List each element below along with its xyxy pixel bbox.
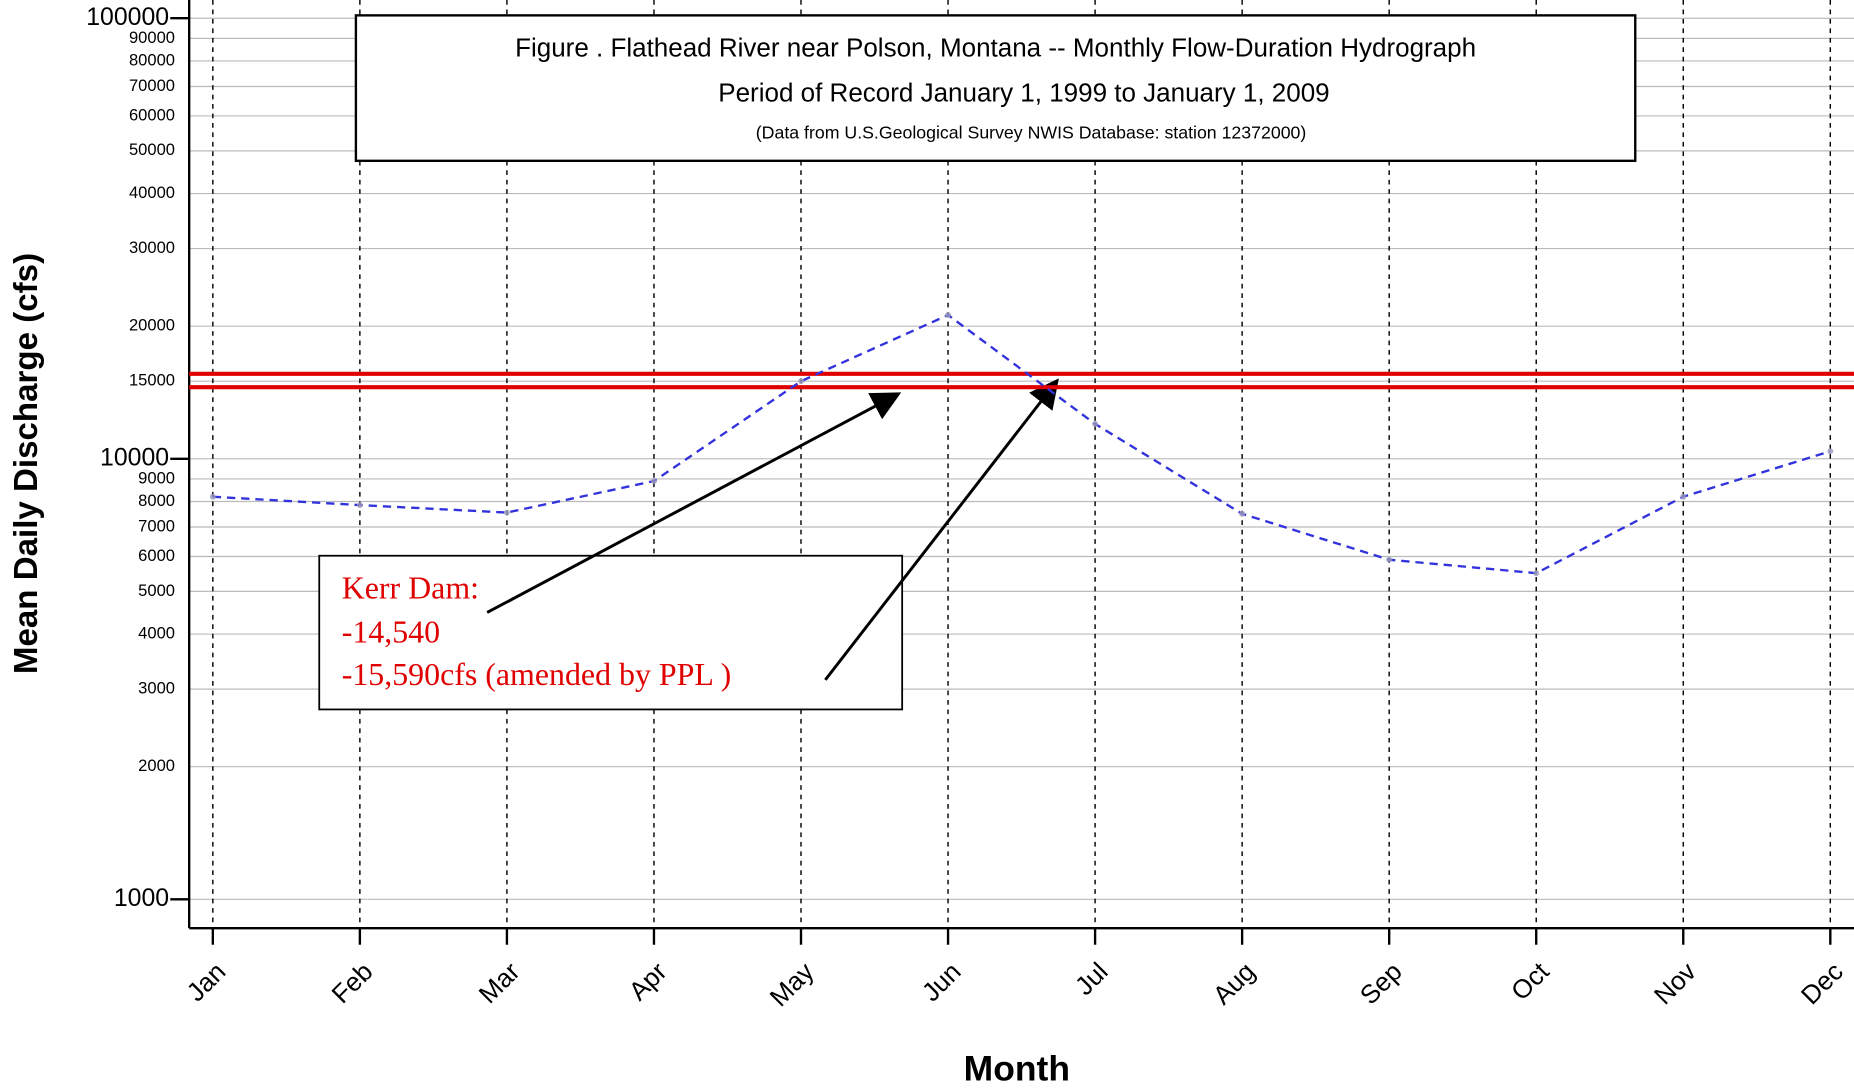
y-tick-label: 40000 [129, 183, 175, 202]
data-point [356, 502, 363, 509]
data-point [945, 312, 952, 318]
y-tick-label: 3000 [138, 679, 175, 698]
annotation-text: -15,590cfs (amended by PPL ) [342, 657, 732, 692]
y-tick-label: 80000 [129, 50, 175, 69]
data-point [1680, 493, 1687, 500]
y-tick-label: 6000 [138, 546, 175, 565]
y-tick-label: 1000 [114, 885, 169, 912]
data-point [503, 509, 510, 516]
annotation-arrow [486, 392, 902, 614]
x-tick-label: Apr [623, 956, 673, 1006]
data-point [1092, 420, 1099, 427]
y-tick-label: 2000 [138, 756, 175, 775]
annotation-arrow [824, 378, 1059, 681]
y-tick-label: 90000 [129, 28, 175, 47]
x-tick-label: Feb [326, 956, 379, 1009]
y-tick-label: 5000 [138, 581, 175, 600]
annotation-text: -14,540 [342, 614, 440, 649]
y-tick-label: 7000 [138, 516, 175, 535]
data-point [209, 493, 216, 500]
title-box [354, 14, 1637, 162]
chart-title: Figure . Flathead River near Polson, Mon… [515, 33, 1476, 63]
data-point [798, 378, 804, 385]
x-tick-label: Jun [916, 956, 967, 1007]
annotation-box [318, 554, 904, 711]
data-point [1533, 570, 1540, 577]
x-axis-label: Month [964, 1049, 1070, 1089]
source-note: (Data from U.S.Geological Survey NWIS Da… [756, 122, 1307, 142]
y-axis-label: Mean Daily Discharge (cfs) [8, 253, 45, 674]
y-tick-label: 9000 [138, 468, 175, 487]
data-line [212, 313, 1831, 575]
x-tick-label: Nov [1648, 956, 1702, 1010]
y-tick-label: 30000 [129, 238, 175, 257]
chart-subtitle: Period of Record January 1, 1999 to Janu… [718, 77, 1329, 107]
x-tick-label: May [764, 956, 820, 1012]
y-tick-label: 8000 [138, 491, 175, 510]
x-tick-label: Mar [473, 956, 526, 1009]
data-point [1386, 556, 1393, 563]
y-tick-label: 70000 [129, 76, 175, 95]
y-tick-label: 100000 [86, 4, 169, 31]
x-tick-label: Jan [181, 956, 232, 1007]
data-point [1239, 510, 1246, 517]
x-tick-label: Sep [1354, 956, 1408, 1010]
data-point [1827, 448, 1834, 455]
y-tick-label: 60000 [129, 105, 175, 124]
x-tick-label: Dec [1795, 956, 1849, 1010]
y-tick-label: 4000 [138, 623, 175, 642]
x-tick-label: Oct [1505, 956, 1555, 1006]
y-tick-label: 10000 [100, 444, 169, 471]
x-tick-label: Aug [1207, 956, 1261, 1010]
data-point [651, 478, 657, 485]
y-tick-label: 20000 [129, 316, 175, 335]
y-tick-label: 15000 [129, 371, 175, 390]
x-tick-label: Jul [1069, 956, 1114, 1001]
y-tick-label: 50000 [129, 140, 175, 159]
annotation-text: Kerr Dam: [342, 571, 479, 606]
